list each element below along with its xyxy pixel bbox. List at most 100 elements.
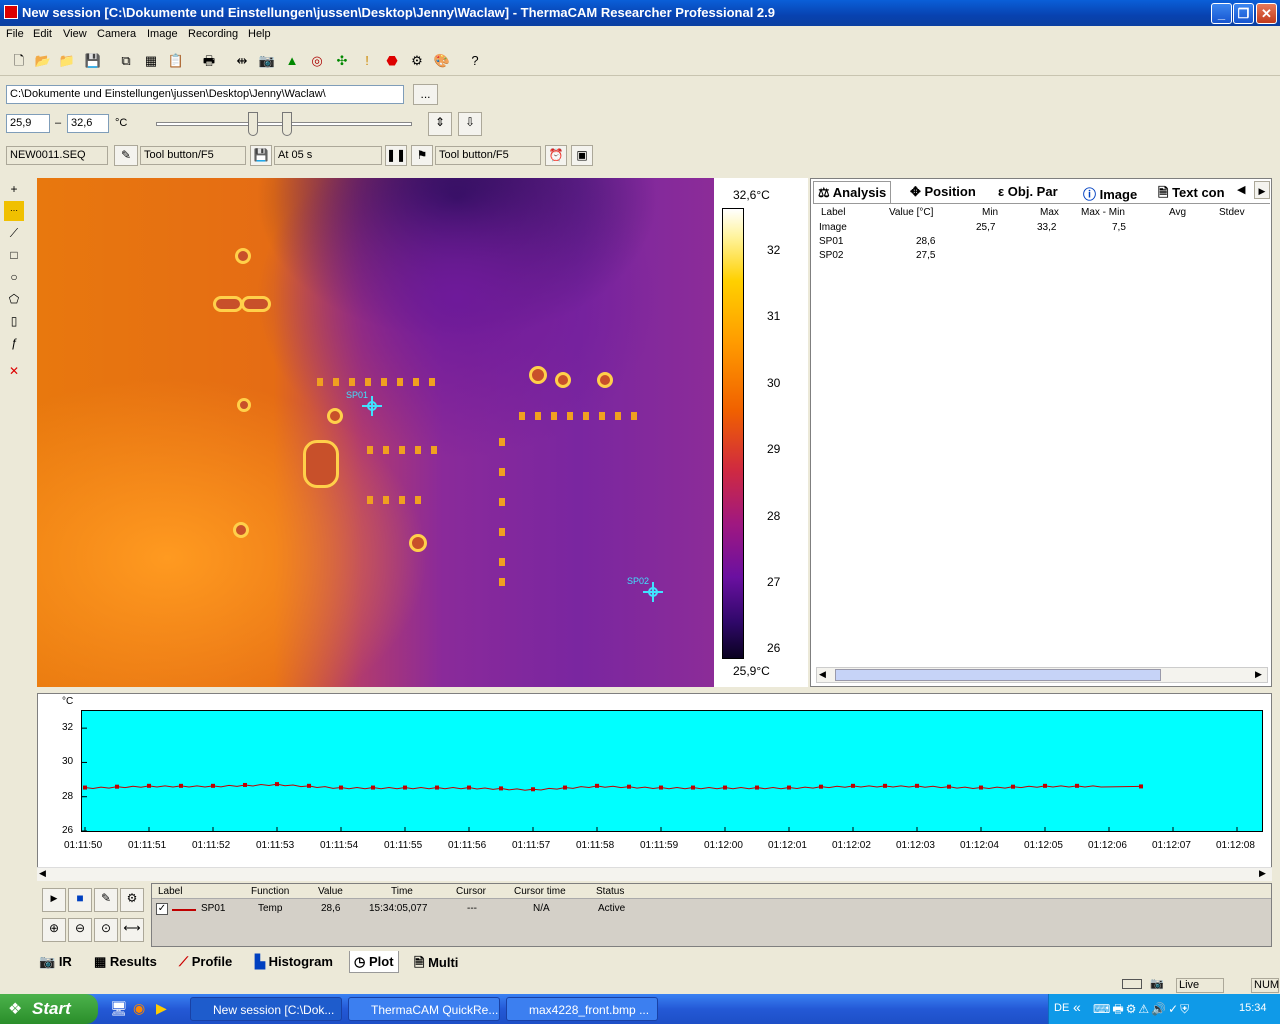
maximize-button[interactable]: ❐ [1233, 3, 1254, 24]
stop-square-icon[interactable]: ■ [68, 888, 92, 912]
tab-position[interactable]: ✥ Position [910, 184, 976, 199]
show-desktop-icon[interactable]: 🖥 [110, 1000, 128, 1016]
line-tool-icon[interactable]: ⟋ [9, 226, 19, 240]
menu-file[interactable]: File [6, 28, 24, 40]
menu-recording[interactable]: Recording [188, 28, 239, 40]
circle-tool-icon[interactable]: ○ [10, 270, 18, 284]
image-icon[interactable]: ▲ [281, 50, 303, 72]
polygon-tool-icon[interactable]: ⬠ [8, 292, 20, 306]
camera-icon[interactable]: 📷 [256, 50, 278, 72]
range-reset-icon[interactable]: ⇩ [458, 112, 482, 136]
menu-help[interactable]: Help [248, 28, 271, 40]
tab-plot[interactable]: ◷ Plot [349, 951, 399, 973]
isotherm-tool-icon[interactable]: ▯ [10, 314, 18, 328]
language-indicator[interactable]: DE [1054, 1002, 1070, 1014]
save-icon[interactable]: 💾 [82, 50, 104, 72]
stop-icon[interactable]: ⬣ [381, 50, 403, 72]
delete-tool-icon[interactable]: ✕ [8, 364, 20, 378]
minimize-button[interactable]: _ [1211, 3, 1232, 24]
save-sequence-icon[interactable]: 💾 [250, 145, 272, 166]
plot-data-point [403, 785, 407, 790]
connect-icon[interactable]: ⇹ [231, 50, 253, 72]
tab-ir[interactable]: 📷 IR [39, 954, 72, 969]
help-icon[interactable]: ? [464, 50, 486, 72]
formula-tool-icon[interactable]: ƒ [10, 336, 18, 350]
plot-scroll-right-icon[interactable]: ▶ [1259, 868, 1266, 878]
plot-scroll-left-icon[interactable]: ◀ [39, 868, 46, 878]
spot-tool-icon[interactable]: ⋯ [4, 201, 24, 221]
pan-horizontal-icon[interactable]: ⟷ [120, 918, 144, 942]
open-folder-icon[interactable]: 📂 [32, 50, 54, 72]
analysis-hscrollbar[interactable]: ◀ ▶ [816, 667, 1268, 683]
focus-icon[interactable]: ✣ [331, 50, 353, 72]
copy-icon[interactable]: ⧉ [115, 50, 137, 72]
plot-hscrollbar[interactable]: ◀ ▶ [37, 867, 1272, 881]
tray-icons[interactable]: ⌨🖶⚙⚠🔊✓⛨ [1093, 1002, 1192, 1016]
paste-icon[interactable]: 📋 [165, 50, 187, 72]
tab-multi[interactable]: 🗎 Multi [414, 955, 459, 970]
range-slider-max-handle[interactable] [282, 112, 292, 136]
range-slider-min-handle[interactable] [248, 112, 258, 136]
task-new-session[interactable]: New session [C:\Dok... [190, 997, 342, 1021]
copy-table-icon[interactable]: ▦ [140, 50, 162, 72]
alarm-clock-icon[interactable]: ⏰ [545, 145, 567, 166]
tab-image[interactable]: ⓘ Image [1083, 187, 1138, 202]
path-input[interactable]: C:\Dokumente und Einstellungen\jussen\De… [6, 85, 404, 104]
spot-sp02-marker[interactable] [643, 582, 663, 602]
tab-scroll-left-icon[interactable]: ◀ [1237, 184, 1246, 196]
plot-x-tick-label: 01:11:57 [512, 840, 551, 851]
range-min-input[interactable]: 25,9 [6, 114, 50, 133]
plot-area[interactable] [81, 710, 1263, 832]
tab-scroll-right-icon[interactable]: ▶ [1254, 181, 1270, 199]
firefox-icon[interactable]: ◉ [133, 1000, 146, 1016]
media-player-icon[interactable]: ▶ [156, 1000, 167, 1016]
target-icon[interactable]: ◎ [306, 50, 328, 72]
cursor-tool-icon[interactable]: + [10, 182, 18, 196]
task-thermacam-quickreport[interactable]: ThermaCAM QuickRe... [348, 997, 500, 1021]
scroll-right-icon[interactable]: ▶ [1255, 669, 1262, 679]
box-tool-icon[interactable]: □ [10, 248, 18, 262]
pause-icon[interactable]: ❚❚ [385, 145, 407, 166]
close-button[interactable]: ✕ [1256, 3, 1277, 24]
plot-settings-icon[interactable]: ⚙ [120, 888, 144, 912]
zoom-fit-icon[interactable]: ⊙ [94, 918, 118, 942]
open-image-icon[interactable]: 📁 [56, 50, 78, 72]
new-icon[interactable]: 🗋 [8, 50, 30, 72]
spot-sp01-marker[interactable] [362, 396, 382, 416]
menu-image[interactable]: Image [147, 28, 178, 40]
legend-checkbox[interactable]: ✓ [156, 903, 168, 915]
zoom-out-icon[interactable]: ⊖ [68, 918, 92, 942]
display-icon[interactable]: ▣ [571, 145, 593, 166]
palette-icon[interactable]: 🎨 [431, 50, 453, 72]
snapshot-icon[interactable]: ✎ [94, 888, 118, 912]
tab-results[interactable]: ▦ Results [94, 954, 157, 969]
menu-camera[interactable]: Camera [97, 28, 137, 40]
tab-object-parameters[interactable]: ε Obj. Par [998, 184, 1058, 199]
scroll-thumb[interactable] [835, 669, 1161, 681]
ir-image[interactable]: SP01 SP02 [37, 178, 714, 687]
tab-profile[interactable]: ⟋ Profile [179, 954, 233, 969]
zoom-in-icon[interactable]: ⊕ [42, 918, 66, 942]
scale-tick: 27 [767, 575, 781, 589]
menu-edit[interactable]: Edit [33, 28, 52, 40]
task-max4228-bmp[interactable]: max4228_front.bmp ... [506, 997, 658, 1021]
tab-analysis[interactable]: ⚖ Analysis [813, 181, 892, 203]
tray-expand-icon[interactable]: « [1073, 999, 1081, 1015]
settings-icon[interactable]: ⚙ [406, 50, 428, 72]
auto-range-icon[interactable]: ⇕ [428, 112, 452, 136]
menu-view[interactable]: View [63, 28, 87, 40]
range-max-input[interactable]: 32,6 [67, 114, 109, 133]
plot-data-point [83, 785, 87, 790]
range-separator: – [55, 117, 62, 129]
scroll-left-icon[interactable]: ◀ [819, 669, 826, 679]
legend-status: Active [598, 903, 626, 914]
tab-text-comment[interactable]: 🗎 Text con [1158, 185, 1225, 200]
tab-histogram[interactable]: ▙ Histogram [255, 954, 333, 969]
print-icon[interactable]: 🖶 [198, 50, 220, 72]
start-button[interactable]: Start [0, 994, 98, 1024]
browse-button[interactable]: ... [413, 84, 438, 105]
auto-adjust-icon[interactable]: ǃ [356, 50, 378, 72]
record-tool-icon[interactable]: ✎ [114, 145, 138, 166]
play-icon[interactable]: ▶ [42, 888, 66, 912]
checkered-flag-icon[interactable]: ⚑ [411, 145, 433, 166]
